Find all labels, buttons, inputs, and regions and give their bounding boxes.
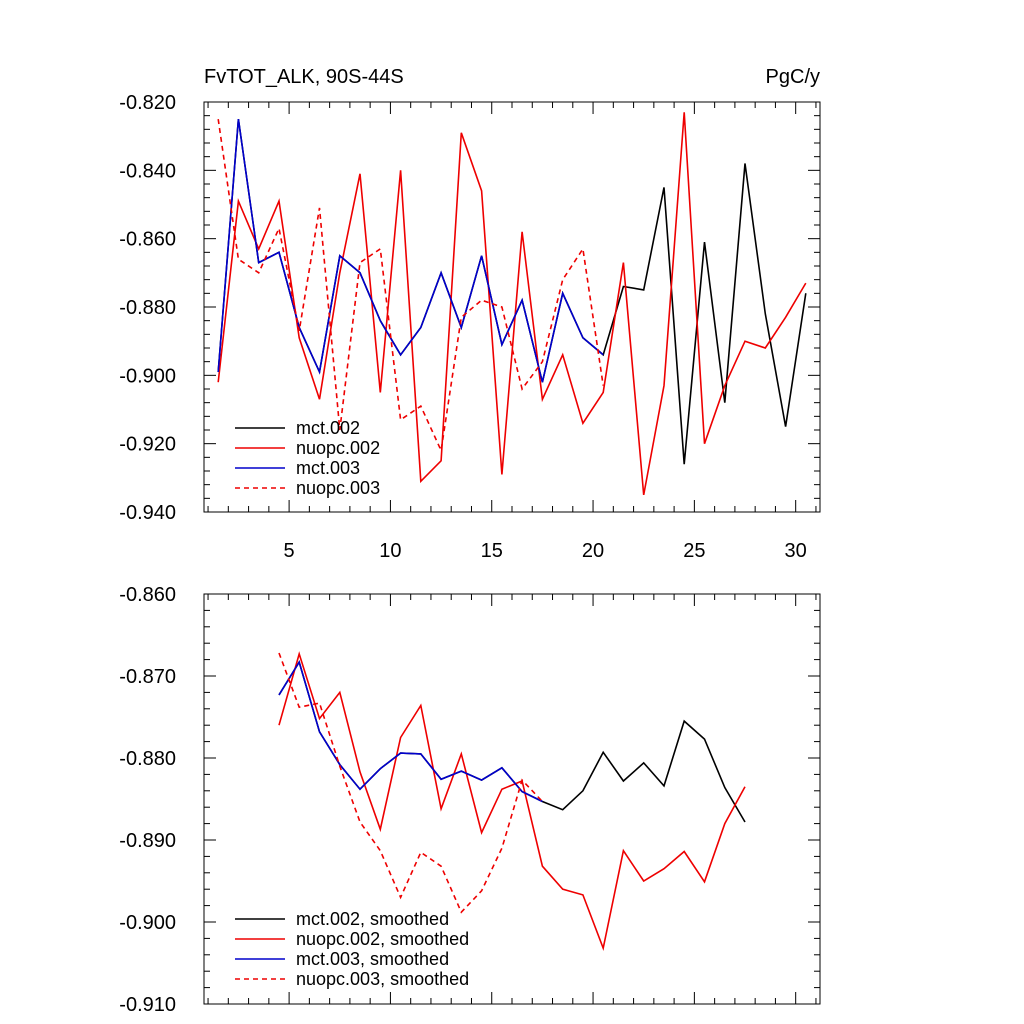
legend-label: nuopc.003 [296, 478, 380, 498]
x-tick-label: 30 [785, 540, 807, 562]
legend-label: nuopc.002, smoothed [296, 929, 469, 949]
y-tick-label: -0.860 [119, 229, 176, 251]
legend-label: mct.002 [296, 418, 360, 438]
y-tick-label: -0.910 [119, 994, 176, 1016]
x-tick-label: 5 [284, 540, 295, 562]
y-tick-label: -0.860 [119, 584, 176, 606]
x-tick-label: 10 [379, 540, 401, 562]
y-tick-label: -0.900 [119, 912, 176, 934]
series-line-mct-003 [217, 118, 604, 383]
y-tick-label: -0.900 [119, 365, 176, 387]
x-tick-label: 15 [481, 540, 503, 562]
y-tick-label: -0.920 [119, 434, 176, 456]
top-panel-units: PgC/y [766, 66, 820, 88]
y-tick-label: -0.880 [119, 748, 176, 770]
y-tick-label: -0.940 [119, 502, 176, 524]
series-line-mct-002 [217, 118, 807, 465]
legend-label: mct.003 [296, 458, 360, 478]
series-line-nuopc-003 [217, 118, 604, 454]
series-line-nuopc-002 [217, 112, 807, 496]
legend-label: mct.002, smoothed [296, 909, 449, 929]
y-tick-label: -0.840 [119, 160, 176, 182]
series-line-mct-002 [278, 660, 746, 823]
y-tick-label: -0.820 [119, 92, 176, 114]
legend-label: nuopc.003, smoothed [296, 969, 469, 989]
top-panel: FvTOT_ALK, 90S-44S PgC/y -0.940 -0.920 -0.… [119, 66, 821, 562]
series-line-nuopc-003 [278, 652, 543, 914]
legend-label: nuopc.002 [296, 438, 380, 458]
bottom-panel: -0.910 -0.900 -0.890 -0.880 -0.870 -0.860 mct.… [119, 584, 821, 1016]
legend-label: mct.003, smoothed [296, 949, 449, 969]
series-line-mct-003 [278, 660, 543, 803]
top-panel-title: FvTOT_ALK, 90S-44S [204, 66, 404, 88]
y-tick-label: -0.870 [119, 666, 176, 688]
y-tick-label: -0.890 [119, 830, 176, 852]
x-tick-label: 20 [582, 540, 604, 562]
series-line-nuopc-002 [278, 651, 746, 952]
y-tick-label: -0.880 [119, 297, 176, 319]
x-tick-label: 25 [683, 540, 705, 562]
